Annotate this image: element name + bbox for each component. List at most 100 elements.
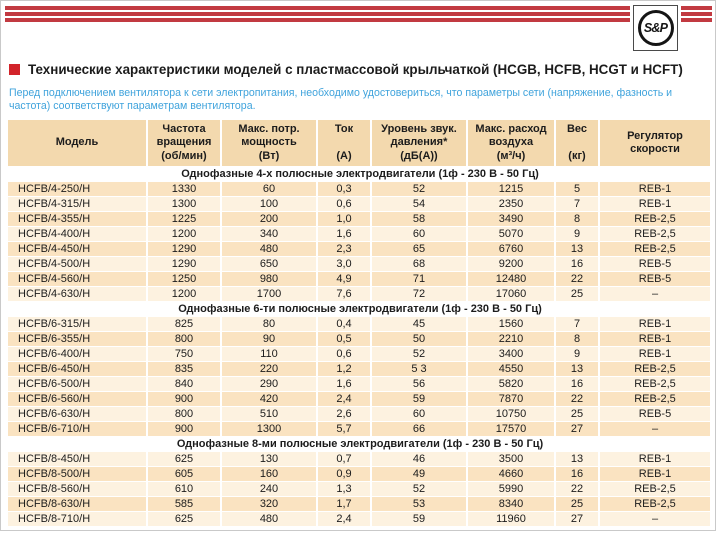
value-cell: 625 — [148, 452, 220, 466]
value-cell: 4550 — [468, 362, 554, 376]
value-cell: 16 — [556, 377, 598, 391]
value-cell: 2210 — [468, 332, 554, 346]
value-cell: 0,3 — [318, 182, 370, 196]
value-cell: 9 — [556, 227, 598, 241]
value-cell: 8 — [556, 212, 598, 226]
value-cell: 1250 — [148, 272, 220, 286]
value-cell: 1300 — [222, 422, 316, 436]
value-cell: 130 — [222, 452, 316, 466]
value-cell: 800 — [148, 407, 220, 421]
value-cell: 610 — [148, 482, 220, 496]
value-cell: 5820 — [468, 377, 554, 391]
model-cell: HCFB/6-630/H — [8, 407, 146, 421]
col-header-max-power: Макс. потр. мощность (Вт) — [222, 120, 316, 166]
value-cell: 72 — [372, 287, 466, 301]
model-cell: HCFB/4-630/H — [8, 287, 146, 301]
value-cell: 25 — [556, 407, 598, 421]
table-row: HCFB/6-450/H 835 220 1,2 5 3 4550 13 REB-2,5 — [8, 362, 712, 376]
table-row: HCFB/6-710/H 900 1300 5,7 66 17570 27– — [8, 422, 712, 436]
value-cell: 50 — [372, 332, 466, 346]
value-cell: REB-5 — [600, 257, 710, 271]
page-title: Технические характеристики моделей с пла… — [28, 62, 683, 77]
value-cell: REB-2,5 — [600, 377, 710, 391]
value-cell: 0,6 — [318, 347, 370, 361]
red-square-bullet-icon — [9, 64, 20, 75]
table-row: HCFB/8-710/H 625 480 2,4 59 11960 27– — [8, 512, 712, 526]
model-cell: HCFB/4-400/H — [8, 227, 146, 241]
value-cell: 1290 — [148, 242, 220, 256]
value-cell: 3500 — [468, 452, 554, 466]
value-cell: 1200 — [148, 287, 220, 301]
model-cell: HCFB/8-560/H — [8, 482, 146, 496]
value-cell: 11960 — [468, 512, 554, 526]
sp-logo-icon: S&P — [637, 10, 674, 46]
value-cell: 13 — [556, 452, 598, 466]
col-header-speed-controller: Регулятор скорости — [600, 120, 710, 166]
model-cell: HCFB/8-630/H — [8, 497, 146, 511]
model-cell: HCFB/6-560/H — [8, 392, 146, 406]
value-cell: REB-1 — [600, 467, 710, 481]
intro-note: Перед подключением вентилятора к сети эл… — [9, 87, 673, 112]
value-cell: 59 — [372, 392, 466, 406]
value-cell: 340 — [222, 227, 316, 241]
value-cell: 1225 — [148, 212, 220, 226]
value-cell: 68 — [372, 257, 466, 271]
value-cell: 160 — [222, 467, 316, 481]
value-cell: REB-2,5 — [600, 362, 710, 376]
value-cell: 65 — [372, 242, 466, 256]
value-cell: REB-1 — [600, 452, 710, 466]
red-stripe — [5, 6, 712, 10]
value-cell: 1,6 — [318, 227, 370, 241]
value-cell: 16 — [556, 467, 598, 481]
value-cell: 2,4 — [318, 392, 370, 406]
value-cell: 585 — [148, 497, 220, 511]
value-cell: 0,9 — [318, 467, 370, 481]
value-cell: REB-2,5 — [600, 242, 710, 256]
table-row: HCFB/4-400/H 1200 340 1,6 60 5070 9 REB-2,5 — [8, 227, 712, 241]
value-cell: REB-2,5 — [600, 212, 710, 226]
model-cell: HCFB/6-450/H — [8, 362, 146, 376]
value-cell: REB-1 — [600, 332, 710, 346]
table-row: HCFB/8-560/H 610 240 1,3 52 5990 22 REB-2,5 — [8, 482, 712, 496]
value-cell: 825 — [148, 317, 220, 331]
value-cell: – — [600, 422, 710, 436]
table-row: HCFB/4-630/H 1200 1700 7,6 72 17060 25– — [8, 287, 712, 301]
value-cell: 17570 — [468, 422, 554, 436]
value-cell: REB-1 — [600, 347, 710, 361]
value-cell: REB-2,5 — [600, 392, 710, 406]
table-section-header: Однофазные 6-ти полюсные электродвигател… — [8, 302, 712, 316]
value-cell: 45 — [372, 317, 466, 331]
value-cell: 66 — [372, 422, 466, 436]
value-cell: 2,3 — [318, 242, 370, 256]
spec-table: Модель Частота вращения (об/мин) Макс. п… — [8, 120, 712, 527]
value-cell: 510 — [222, 407, 316, 421]
sp-logo-text: S&P — [643, 21, 668, 35]
col-header-model: Модель — [8, 120, 146, 166]
value-cell: 1,7 — [318, 497, 370, 511]
value-cell: REB-1 — [600, 317, 710, 331]
value-cell: REB-1 — [600, 197, 710, 211]
value-cell: 8 — [556, 332, 598, 346]
table-row: HCFB/8-500/H 605 160 0,9 49 4660 16 REB-1 — [8, 467, 712, 481]
value-cell: 7 — [556, 197, 598, 211]
value-cell: 0,4 — [318, 317, 370, 331]
value-cell: 650 — [222, 257, 316, 271]
value-cell: REB-1 — [600, 182, 710, 196]
model-cell: HCFB/4-500/H — [8, 257, 146, 271]
table-body: Однофазные 4-х полюсные электродвигатели… — [8, 167, 712, 526]
value-cell: 4660 — [468, 467, 554, 481]
value-cell: 7,6 — [318, 287, 370, 301]
value-cell: 1330 — [148, 182, 220, 196]
col-header-weight: Вес (кг) — [556, 120, 598, 166]
value-cell: 0,5 — [318, 332, 370, 346]
table-row: HCFB/4-450/H 1290 480 2,3 65 6760 13 REB-2,5 — [8, 242, 712, 256]
value-cell: 49 — [372, 467, 466, 481]
value-cell: 7870 — [468, 392, 554, 406]
value-cell: 22 — [556, 482, 598, 496]
value-cell: – — [600, 287, 710, 301]
table-row: HCFB/6-315/H 825 80 0,4 45 1560 7 REB-1 — [8, 317, 712, 331]
value-cell: 5990 — [468, 482, 554, 496]
value-cell: 22 — [556, 392, 598, 406]
col-header-current: Ток (А) — [318, 120, 370, 166]
